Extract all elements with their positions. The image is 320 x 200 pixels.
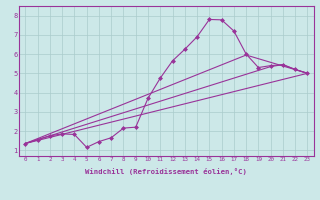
X-axis label: Windchill (Refroidissement éolien,°C): Windchill (Refroidissement éolien,°C) bbox=[85, 168, 247, 175]
